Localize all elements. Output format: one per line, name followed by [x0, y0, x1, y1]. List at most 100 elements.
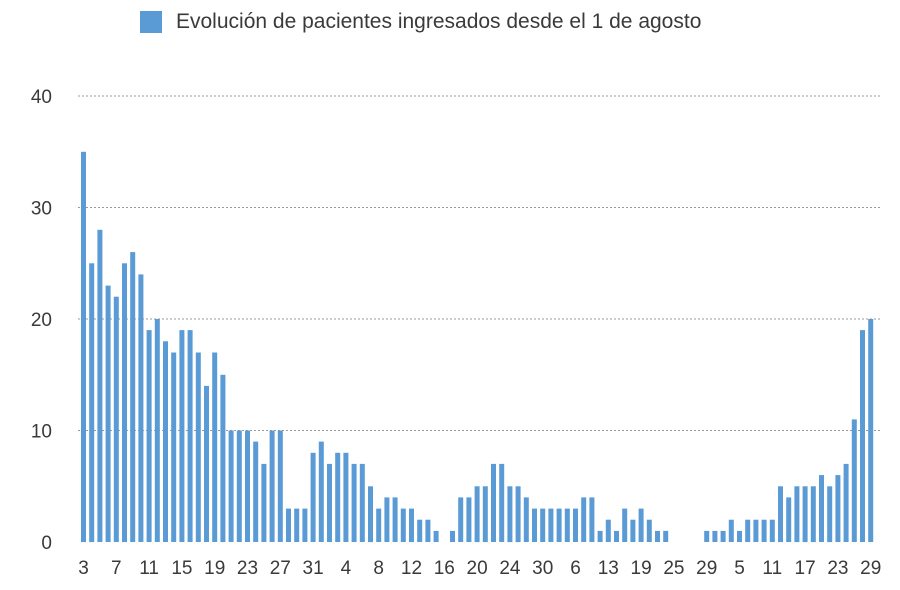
bar — [663, 530, 669, 542]
x-tick-label: 11 — [139, 558, 159, 579]
bar — [327, 463, 332, 542]
bar — [269, 430, 275, 542]
bar — [769, 519, 775, 542]
bar — [589, 497, 595, 542]
bar — [392, 497, 398, 542]
x-tick-label: 7 — [111, 558, 122, 579]
grid-lines — [78, 95, 880, 431]
bar — [860, 330, 865, 542]
bar — [499, 463, 505, 542]
bar — [97, 229, 103, 543]
bar — [745, 519, 751, 542]
x-tick-label: 23 — [827, 558, 848, 579]
bar — [532, 508, 537, 542]
x-tick-label: 24 — [499, 558, 521, 579]
y-tick-label: 30 — [31, 199, 52, 220]
bar — [614, 530, 619, 542]
bar — [89, 263, 95, 543]
bar — [564, 508, 570, 542]
x-tick-label: 12 — [401, 558, 422, 579]
bar — [400, 508, 406, 542]
bar — [409, 508, 414, 542]
bar — [507, 486, 513, 543]
bar — [655, 530, 660, 542]
bar — [466, 497, 472, 542]
bar — [540, 508, 546, 542]
bar — [359, 463, 365, 542]
bar — [228, 430, 234, 542]
legend-swatch — [140, 11, 162, 33]
bar — [113, 296, 119, 542]
bar — [548, 508, 554, 542]
bar — [146, 330, 152, 542]
bar — [245, 430, 250, 542]
x-tick-label: 16 — [434, 558, 455, 579]
bar — [728, 519, 734, 542]
bar — [450, 530, 455, 542]
x-tick-label: 15 — [171, 558, 192, 579]
bar — [646, 519, 652, 542]
x-tick-label: 31 — [303, 558, 324, 579]
bar — [778, 486, 783, 543]
x-tick-label: 19 — [631, 558, 652, 579]
bar — [810, 486, 816, 543]
legend: Evolución de pacientes ingresados desde … — [140, 10, 701, 34]
bar — [81, 151, 86, 543]
x-tick-label: 3 — [78, 558, 89, 579]
bar — [835, 475, 841, 542]
bar — [294, 508, 300, 542]
x-tick-label: 8 — [373, 558, 384, 579]
bar — [482, 486, 488, 543]
x-tick-label: 23 — [237, 558, 258, 579]
x-tick-label: 27 — [270, 558, 291, 579]
bar — [573, 508, 578, 542]
bar — [310, 452, 316, 542]
bar — [335, 452, 341, 542]
bar — [712, 530, 718, 542]
bar — [819, 475, 824, 542]
bar — [433, 530, 439, 542]
bar — [737, 530, 742, 542]
bar — [376, 508, 382, 542]
bar — [802, 486, 808, 543]
bar — [154, 319, 160, 542]
bar — [843, 463, 849, 542]
bar — [195, 352, 201, 542]
bar — [130, 252, 136, 542]
bar — [204, 385, 209, 542]
bar — [236, 430, 242, 542]
bar — [302, 508, 308, 542]
bar — [417, 519, 423, 542]
bar — [122, 263, 127, 543]
bar — [179, 330, 185, 542]
x-tick-label: 29 — [696, 558, 717, 579]
bar — [474, 486, 480, 543]
bar — [277, 430, 283, 542]
x-tick-label: 4 — [341, 558, 352, 579]
bar — [794, 486, 800, 543]
x-axis-ticks: 3 7 11 15 19 23 27 31 4 8 12 16 20 24 30 6 13 19 25 29 5 11 17… — [78, 558, 881, 579]
bar — [220, 374, 226, 543]
y-tick-label: 40 — [31, 87, 52, 108]
bar — [425, 519, 431, 542]
x-tick-label: 25 — [663, 558, 684, 579]
bar — [253, 441, 259, 542]
bar — [581, 497, 587, 542]
bar — [212, 352, 218, 542]
x-tick-label: 13 — [598, 558, 619, 579]
bar — [286, 508, 291, 542]
bar — [761, 519, 767, 542]
y-tick-label: 0 — [41, 533, 52, 554]
x-tick-label: 29 — [860, 558, 881, 579]
bar — [523, 497, 529, 542]
y-tick-label: 10 — [31, 422, 52, 443]
x-tick-label: 19 — [204, 558, 225, 579]
bar — [351, 463, 357, 542]
legend-label: Evolución de pacientes ingresados desde … — [176, 10, 702, 33]
bar — [261, 463, 267, 542]
y-tick-label: 20 — [31, 310, 52, 331]
x-tick-label: 17 — [795, 558, 816, 579]
bar — [638, 508, 644, 542]
bar — [753, 519, 759, 542]
